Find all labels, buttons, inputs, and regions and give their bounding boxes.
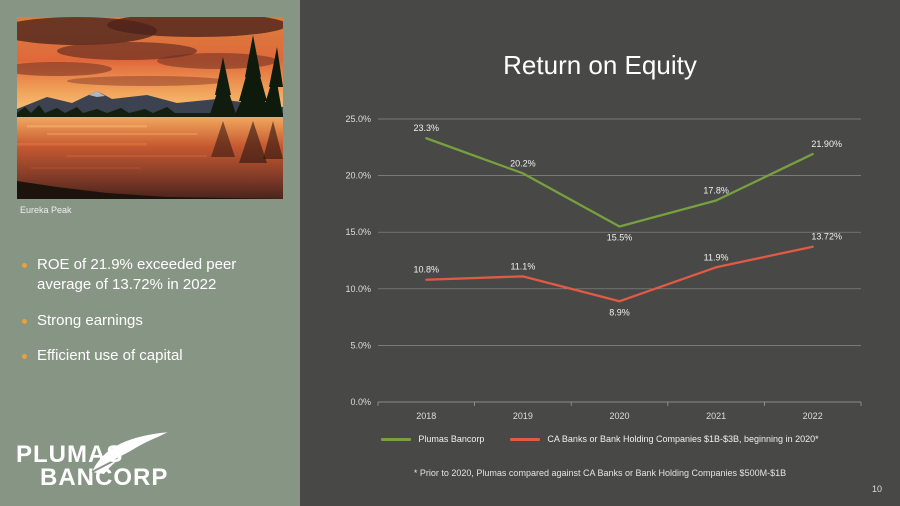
svg-text:0.0%: 0.0% xyxy=(350,397,371,407)
bullet-dot xyxy=(22,353,27,359)
svg-text:2020: 2020 xyxy=(609,411,629,421)
main-panel: Return on Equity 0.0% 5.0% 10.0% 15.0% 20.0%… xyxy=(300,0,900,506)
legend-item: CA Banks or Bank Holding Companies $1B-$… xyxy=(510,434,819,444)
eureka-peak-photo xyxy=(17,17,283,199)
legend-swatch xyxy=(381,437,412,441)
svg-text:5.0%: 5.0% xyxy=(350,340,371,350)
logo-line2: BANCORP xyxy=(40,464,169,492)
svg-text:17.8%: 17.8% xyxy=(703,186,729,196)
svg-text:11.9%: 11.9% xyxy=(704,252,729,262)
bullet-list: ROE of 21.9% exceeded peer average of 13… xyxy=(22,255,274,381)
svg-text:15.5%: 15.5% xyxy=(607,233,633,243)
chart-footnote: * Prior to 2020, Plumas compared against… xyxy=(413,468,787,478)
roe-chart: 0.0% 5.0% 10.0% 15.0% 20.0% 25.0% 2018 2019 2020… xyxy=(326,107,874,434)
svg-text:11.1%: 11.1% xyxy=(510,261,535,271)
legend-swatch xyxy=(510,437,541,441)
legend-item: Plumas Bancorp xyxy=(381,434,484,444)
svg-text:2021: 2021 xyxy=(706,411,726,421)
svg-text:20.2%: 20.2% xyxy=(510,158,536,168)
svg-text:2019: 2019 xyxy=(513,411,533,421)
sidebar: Eureka Peak ROE of 21.9% exceeded peer a… xyxy=(0,0,300,506)
feather-icon xyxy=(91,431,171,475)
svg-text:2018: 2018 xyxy=(416,411,436,421)
bullet-text: Strong earnings xyxy=(37,311,143,329)
bullet-text: Efficient use of capital xyxy=(37,346,183,364)
plumas-bancorp-logo: PLUMAS BANCORP xyxy=(16,431,171,492)
svg-text:10.8%: 10.8% xyxy=(414,265,440,275)
bullet-item: Strong earnings xyxy=(22,311,274,331)
sunset-landscape-image xyxy=(17,17,283,199)
svg-text:15.0%: 15.0% xyxy=(345,227,371,237)
legend-label: CA Banks or Bank Holding Companies $1B-$… xyxy=(547,434,819,444)
bullet-dot xyxy=(22,318,27,324)
svg-text:2022: 2022 xyxy=(803,411,823,421)
svg-text:23.3%: 23.3% xyxy=(414,123,440,133)
slide-title: Return on Equity xyxy=(503,50,697,80)
bullet-item: ROE of 21.9% exceeded peer average of 13… xyxy=(22,255,274,296)
svg-text:13.72%: 13.72% xyxy=(811,232,842,242)
page-number: 10 xyxy=(871,484,882,494)
logo-line1: PLUMAS xyxy=(16,441,124,469)
svg-text:10.0%: 10.0% xyxy=(345,284,371,294)
bullet-text: ROE of 21.9% exceeded peer average of 13… xyxy=(37,256,237,294)
svg-text:20.0%: 20.0% xyxy=(345,171,371,181)
svg-text:8.9%: 8.9% xyxy=(609,307,630,317)
photo-caption: Eureka Peak xyxy=(20,205,72,215)
svg-text:21.90%: 21.90% xyxy=(811,139,842,149)
chart-legend: Plumas Bancorp CA Banks or Bank Holding C… xyxy=(381,434,819,444)
bullet-item: Efficient use of capital xyxy=(22,346,274,366)
legend-label: Plumas Bancorp xyxy=(418,434,485,444)
svg-text:25.0%: 25.0% xyxy=(345,114,371,124)
roe-chart-svg: 0.0% 5.0% 10.0% 15.0% 20.0% 25.0% 2018 2019 2020… xyxy=(345,114,862,421)
bullet-dot xyxy=(22,263,27,268)
